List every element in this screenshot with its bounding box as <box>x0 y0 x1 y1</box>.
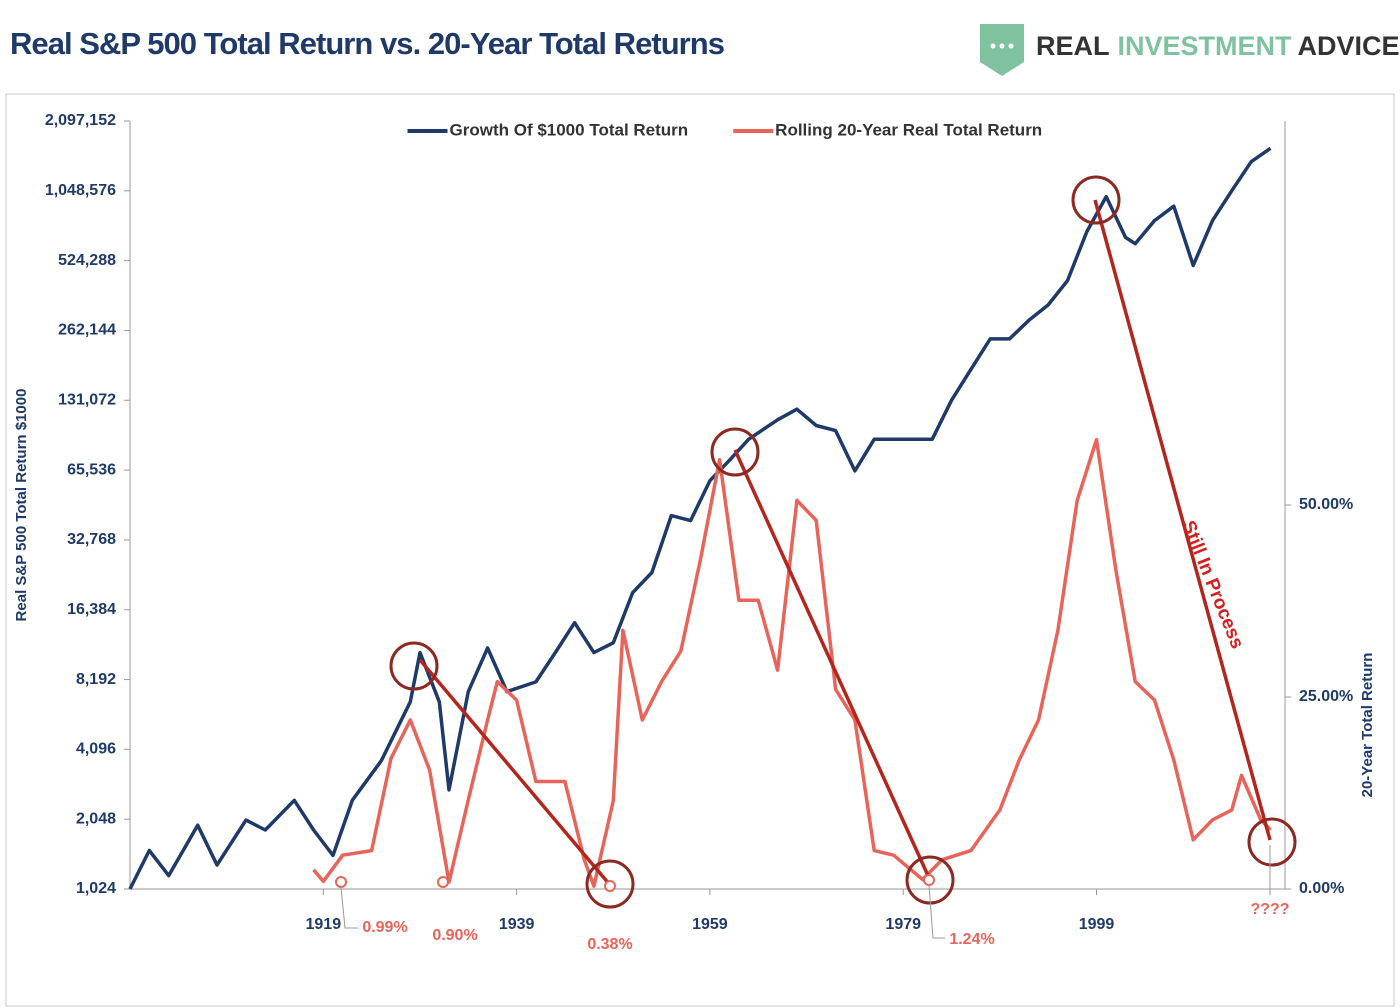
annotation: 0.38% <box>587 936 632 953</box>
highlight-circle <box>1071 175 1121 225</box>
annotation: 0.99% <box>362 919 407 936</box>
y-tick-label: 524,288 <box>58 252 116 269</box>
annotation: 0.90% <box>432 927 477 944</box>
logo: REAL INVESTMENT ADVICE <box>980 24 1400 76</box>
trend-line <box>733 449 932 881</box>
y-tick-label: 32,768 <box>67 531 116 548</box>
logo-text: REAL INVESTMENT ADVICE <box>1036 31 1400 61</box>
highlight-circle <box>389 641 439 691</box>
y-tick-label: 4,096 <box>76 741 116 758</box>
y2-tick-label: 50.00% <box>1299 496 1353 513</box>
y-tick-label: 65,536 <box>67 461 116 478</box>
y2-tick-label: 0.00% <box>1299 880 1344 897</box>
y2-axis-label: 20-Year Total Return <box>1359 653 1376 798</box>
x-tick-label: 1979 <box>885 916 921 933</box>
y-tick-label: 1,024 <box>76 880 116 897</box>
x-tick-label: 1959 <box>692 916 728 933</box>
y-tick-label: 1,048,576 <box>45 182 116 199</box>
highlight-circle <box>710 427 760 477</box>
y-tick-label: 16,384 <box>67 601 116 618</box>
y-tick-label: 131,072 <box>58 391 116 408</box>
trend-line <box>418 658 612 887</box>
series-line <box>128 146 1272 890</box>
y-tick-label: 2,097,152 <box>45 112 116 129</box>
trend-line <box>1093 199 1272 841</box>
y2-tick-label: 25.00% <box>1299 688 1353 705</box>
x-tick-label: 1999 <box>1079 916 1115 933</box>
marker-dot <box>923 874 935 886</box>
logo-dot <box>1008 43 1014 49</box>
marker-dot <box>604 880 616 892</box>
x-tick-label: 1939 <box>499 916 535 933</box>
y-tick-label: 2,048 <box>76 810 116 827</box>
leader <box>340 886 358 929</box>
highlight-circle <box>1247 817 1297 867</box>
legend-label: Growth Of $1000 Total Return <box>450 120 689 139</box>
legend-label: Rolling 20-Year Real Total Return <box>775 120 1042 139</box>
logo-word: REAL <box>1036 31 1110 61</box>
logo-dot <box>999 43 1005 49</box>
logo-dot <box>990 43 996 49</box>
leader <box>928 884 945 939</box>
y-tick-label: 8,192 <box>76 671 116 688</box>
logo-word: INVESTMENT <box>1118 31 1293 61</box>
series-line <box>312 437 1272 888</box>
chart-frame <box>5 93 1395 1007</box>
marker-dot <box>335 876 347 888</box>
annotation: 1.24% <box>949 931 994 948</box>
annotation: ???? <box>1250 901 1289 918</box>
chart-title: Real S&P 500 Total Return vs. 20-Year To… <box>10 26 725 61</box>
logo-word: ADVICE <box>1298 31 1400 61</box>
marker-dot <box>437 876 449 888</box>
y-tick-label: 262,144 <box>58 322 116 339</box>
x-tick-label: 1919 <box>306 916 342 933</box>
highlight-circle <box>585 859 635 909</box>
logo-shield <box>980 24 1024 76</box>
y-axis-label: Real S&P 500 Total Return $1000 <box>13 389 30 622</box>
